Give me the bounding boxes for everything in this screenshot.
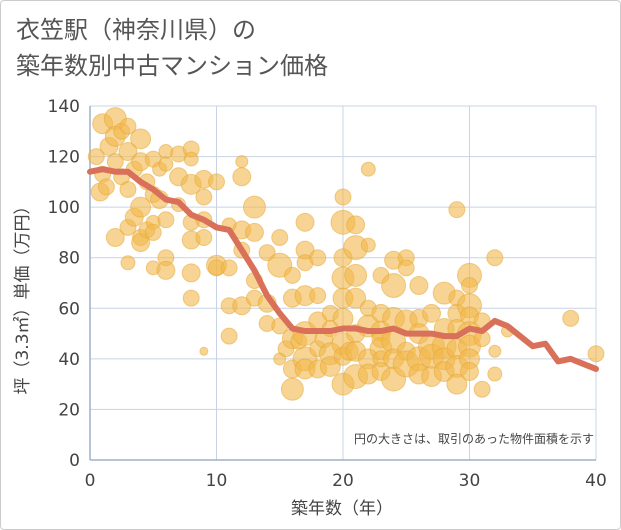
bubble-point [235,155,249,169]
bubble-point [120,255,136,271]
bubble-point [97,178,115,196]
x-axis-ticks: 0 10 20 30 40 [85,471,607,491]
bubble-point [119,117,137,135]
bubble-point [183,151,199,167]
bubble-point [360,161,376,177]
bubble-point [158,156,174,172]
bubble-point [344,263,368,287]
bubble-point [157,211,175,229]
bubble-point [130,128,152,150]
bubble-point [119,180,137,198]
bubble-point [488,344,502,358]
bubble-point [360,237,376,253]
bubble-point [562,309,580,327]
y-axis-title: 坪（3.3㎡）単価（万円） [13,197,33,394]
bubble-point [295,212,315,232]
bubble-point [87,148,105,166]
bubble-point [130,196,152,218]
bubble-point [182,289,200,307]
bubble-point [280,377,304,401]
bubble-point [220,327,238,345]
bubble-point [144,223,162,241]
bubble-point [220,259,238,277]
bubble-point [195,188,213,206]
bubble-point [105,227,125,247]
bubble-point [283,266,301,284]
x-tick-label: 20 [332,471,354,491]
x-tick-label: 0 [85,471,96,491]
average-price-line [87,166,599,372]
bubble-point [242,195,266,219]
y-tick-label: 40 [58,350,80,370]
x-tick-label: 30 [459,471,481,491]
x-tick-label: 40 [585,471,607,491]
x-axis-title: 築年数（年） [291,499,393,519]
bubble-point [446,373,468,395]
bubble-point [271,228,289,246]
bubble-point [244,222,264,242]
bubble-point [156,260,176,280]
bubble-point [587,345,605,363]
bubble-point [409,276,429,296]
y-axis-ticks: 0 20 40 60 80 100 120 140 [48,97,80,471]
chart-title: 衣笠駅（神奈川県）の 築年数別中古マンション価格 [16,12,328,84]
bubble-point [195,228,213,246]
bubble-point [181,263,201,283]
bubble-point [461,277,478,295]
y-tick-label: 20 [58,400,80,420]
x-tick-label: 10 [206,471,228,491]
bubble-point [208,173,225,191]
chart-title-line2: 築年数別中古マンション価格 [16,52,328,80]
y-tick-label: 120 [48,148,80,168]
bubble-point [486,249,504,267]
y-tick-label: 0 [69,451,80,471]
bubble-point [199,346,209,356]
bubble-point [422,303,442,323]
bubble-point [487,366,503,382]
bubble-point [397,259,415,277]
bubble-point [345,287,367,309]
bubble-point [460,362,479,381]
bubble-point [232,167,252,187]
bubble-point [118,142,138,162]
y-tick-label: 100 [48,198,80,218]
bubble-layer [87,107,605,401]
y-tick-label: 60 [58,299,80,319]
bubble-point [332,307,354,329]
y-tick-label: 140 [48,97,80,117]
bubble-point [334,188,352,206]
bubble-point [473,380,491,398]
bubble-point [309,249,327,267]
bubble-point [346,215,366,235]
bubble-point [309,287,327,305]
y-tick-label: 80 [58,249,80,269]
chart-title-line1: 衣笠駅（神奈川県）の [16,16,256,44]
bubble-point [448,201,466,219]
bubble-size-note: 円の大きさは、取引のあった物件面積を示す [354,431,594,446]
bubble-point [381,273,407,299]
